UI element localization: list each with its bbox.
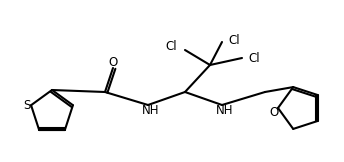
Text: Cl: Cl xyxy=(165,40,177,52)
Text: O: O xyxy=(269,106,279,120)
Text: Cl: Cl xyxy=(248,52,260,64)
Text: Cl: Cl xyxy=(228,34,240,46)
Text: NH: NH xyxy=(216,104,234,116)
Text: S: S xyxy=(23,99,31,112)
Text: O: O xyxy=(108,56,118,69)
Text: NH: NH xyxy=(142,104,160,116)
